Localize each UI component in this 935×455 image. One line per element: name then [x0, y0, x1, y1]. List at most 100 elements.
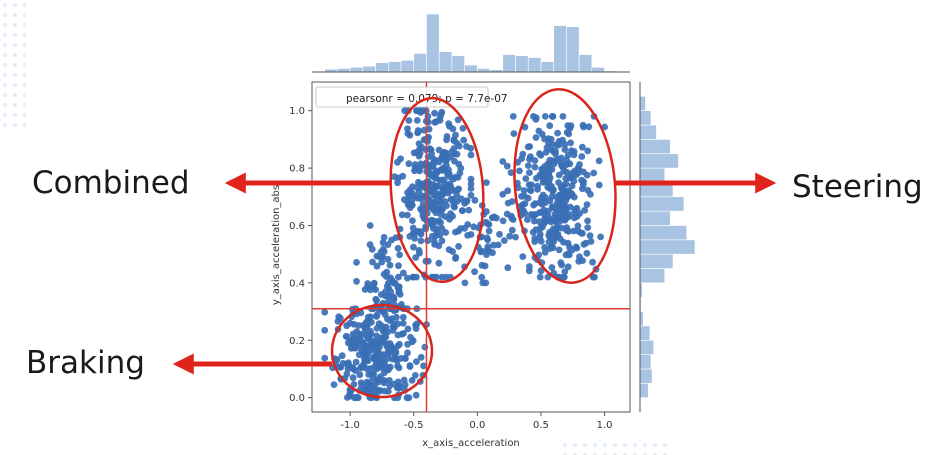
y-axis-ticks: 0.0 0.2 0.4 0.6 0.8 1.0 [289, 106, 312, 404]
scatter-point [334, 318, 342, 325]
scatter-point [399, 172, 407, 180]
x-tick-label: 0.0 [469, 420, 485, 431]
scatter-point [342, 333, 350, 340]
scatter-point [483, 234, 491, 242]
scatter-point [585, 123, 593, 131]
scatter-point [541, 244, 548, 251]
scatter-point [367, 385, 375, 392]
scatter-point [359, 363, 367, 371]
scatter-point [438, 225, 446, 232]
scatter-point [321, 326, 329, 334]
scatter-point [404, 325, 412, 333]
scatter-point [391, 349, 398, 357]
scatter-point [356, 371, 364, 379]
scatter-point [499, 158, 507, 165]
scatter-point [555, 246, 563, 254]
scatter-point [567, 139, 574, 147]
scatter-point [578, 153, 586, 160]
scatter-point [483, 208, 490, 215]
scatter-point [493, 214, 500, 222]
scatter-point [531, 238, 539, 246]
scatter-point [384, 255, 392, 263]
scatter-point [396, 384, 403, 392]
dot-pattern-left [0, 60, 26, 130]
scatter-point [531, 163, 539, 171]
scatter-point [419, 201, 427, 208]
scatter-point [584, 217, 591, 225]
scatter-point [424, 237, 432, 245]
hist-y-bar [639, 110, 652, 126]
scatter-point [360, 321, 367, 329]
scatter-point [375, 348, 382, 356]
scatter-point [471, 196, 479, 204]
hist-y-bar [639, 139, 671, 155]
scatter-point [531, 200, 539, 208]
scatter-point [454, 186, 462, 194]
scatter-point [535, 127, 543, 135]
scatter-point [396, 291, 404, 298]
scatter-point [401, 381, 409, 389]
scatter-point [454, 174, 462, 181]
scatter-point [572, 171, 580, 179]
scatter-point [467, 191, 475, 199]
hist-x-bar [553, 25, 567, 73]
hist-x-bar [413, 53, 427, 73]
scatter-point [595, 181, 603, 189]
scatter-point [353, 259, 360, 266]
hist-y-bar [639, 383, 649, 398]
scatter-point [584, 186, 592, 194]
scatter-point [338, 352, 346, 360]
y-tick-label: 0.6 [289, 221, 305, 232]
scatter-point [388, 276, 396, 284]
scatter-point [527, 211, 535, 218]
scatter-point [413, 107, 420, 115]
scatter-point [580, 123, 587, 131]
scatter-point [559, 136, 566, 144]
scatter-point [364, 313, 372, 321]
scatter-point [330, 381, 338, 388]
scatter-point [408, 377, 416, 384]
scatter-point [381, 311, 389, 319]
scatter-point [353, 277, 360, 285]
scatter-point [368, 245, 376, 253]
scatter-point [401, 196, 408, 204]
scatter-point [530, 217, 538, 225]
scatter-point [537, 237, 545, 245]
scatter-point [404, 125, 411, 133]
scatter-point [349, 374, 357, 382]
scatter-point [526, 169, 533, 177]
scatter-point [390, 320, 398, 328]
scatter-point [536, 171, 544, 179]
scatter-point [381, 387, 388, 395]
hist-y-bar [639, 239, 696, 255]
scatter-point [504, 264, 512, 272]
scatter-point [446, 122, 453, 130]
scatter-point [525, 267, 533, 275]
scatter-point [559, 113, 567, 120]
scatter-point [562, 251, 570, 259]
scatter-point [443, 136, 450, 144]
scatter-point [531, 157, 539, 164]
scatter-point [549, 113, 556, 120]
scatter-point [372, 286, 379, 293]
marginal-histogram-x [324, 13, 618, 73]
scatter-point [467, 151, 475, 159]
scatter-point [360, 341, 368, 349]
x-axis-ticks: -1.0 -0.5 0.0 0.5 1.0 [340, 412, 613, 431]
scatter-point [400, 269, 407, 277]
x-tick-label: 0.5 [533, 420, 549, 431]
scatter-point [465, 206, 473, 214]
scatter-point [443, 202, 450, 210]
scatter-point [569, 246, 576, 254]
scatter-point [500, 237, 508, 245]
scatter-point [437, 211, 445, 218]
y-tick-label: 0.8 [289, 164, 305, 175]
scatter-point [564, 263, 572, 271]
scatter-point [509, 113, 517, 120]
scatter-point [579, 229, 586, 237]
scatter-point [536, 273, 544, 281]
scatter-point [524, 162, 532, 170]
scatter-point [437, 176, 445, 184]
hist-x-bar [400, 60, 415, 73]
hist-x-bar [451, 55, 465, 73]
